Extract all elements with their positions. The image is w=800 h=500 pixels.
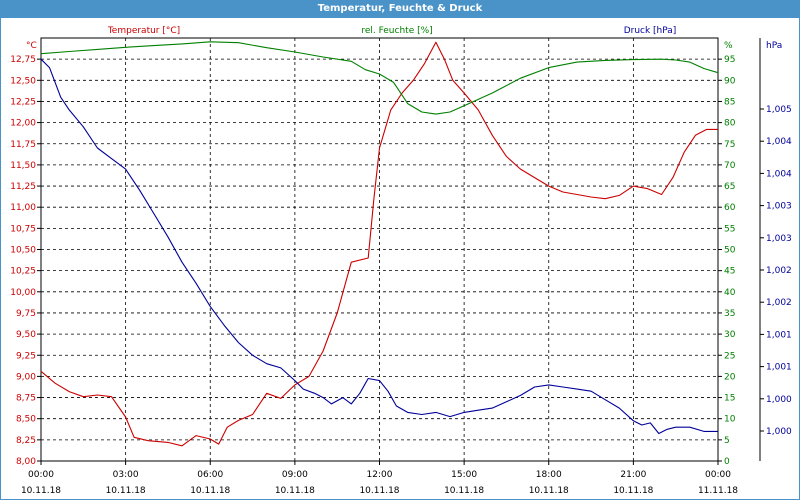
humidity-tick-label: 50 <box>724 246 736 256</box>
temperature-tick-label: 8,75 <box>16 394 36 404</box>
x-tick-time: 21:00 <box>620 470 646 480</box>
humidity-tick-label: 85 <box>724 97 735 107</box>
axes <box>37 37 764 465</box>
temperature-tick-label: 10,50 <box>10 246 36 256</box>
series-line-temperature <box>40 41 718 447</box>
humidity-tick-label: 45 <box>724 267 735 277</box>
temperature-tick-label: 8,50 <box>16 415 36 425</box>
x-tick-date: 10.11.18 <box>21 486 61 496</box>
temperature-tick-label: 12,50 <box>10 76 36 86</box>
x-tick-time: 15:00 <box>451 470 477 480</box>
x-tick-date: 11.11.18 <box>698 486 738 496</box>
humidity-tick-label: 70 <box>724 161 736 171</box>
pressure-tick-label: 1,004 <box>766 169 792 179</box>
humidity-tick-label: 15 <box>724 394 735 404</box>
pressure-unit: hPa <box>766 41 782 51</box>
legend-pressure: Druck [hPa] <box>624 26 677 36</box>
pressure-tick-label: 1,003 <box>766 202 792 212</box>
x-tick-time: 18:00 <box>536 470 562 480</box>
humidity-tick-label: 30 <box>724 330 736 340</box>
humidity-tick-label: 5 <box>724 436 730 446</box>
series-lines <box>40 41 719 447</box>
x-tick-date: 10.11.18 <box>529 486 569 496</box>
pressure-tick-label: 1,002 <box>766 298 792 308</box>
humidity-unit: % <box>724 41 733 51</box>
temperature-tick-label: 8,25 <box>16 436 36 446</box>
temperature-tick-label: 9,50 <box>16 330 36 340</box>
x-tick-date: 10.11.18 <box>613 486 653 496</box>
temperature-tick-label: 8,00 <box>16 457 36 467</box>
grid-lines <box>41 38 718 461</box>
temperature-tick-label: 11,25 <box>10 182 36 192</box>
temperature-tick-label: 11,00 <box>10 203 36 213</box>
x-tick-time: 12:00 <box>367 470 393 480</box>
pressure-tick-label: 1,000 <box>766 427 792 437</box>
humidity-tick-label: 0 <box>724 457 730 467</box>
temperature-tick-label: 12,25 <box>10 97 36 107</box>
humidity-tick-label: 55 <box>724 224 735 234</box>
temperature-tick-label: 10,00 <box>10 288 36 298</box>
humidity-tick-label: 65 <box>724 182 735 192</box>
axis-labels: 00:00 10.11.18 03:00 10.11.18 06:00 10.11.18 0… <box>10 26 792 496</box>
x-tick-time: 00:00 <box>705 470 731 480</box>
humidity-tick-label: 80 <box>724 119 736 129</box>
series-line-pressure <box>40 58 718 435</box>
pressure-tick-label: 1,000 <box>766 395 792 405</box>
chart-title: Temperatur, Feuchte & Druck <box>0 0 800 18</box>
humidity-tick-label: 90 <box>724 76 736 86</box>
temperature-tick-label: 12,00 <box>10 119 36 129</box>
pressure-tick-label: 1,005 <box>766 105 792 115</box>
x-tick-time: 03:00 <box>113 470 139 480</box>
humidity-tick-label: 95 <box>724 55 735 65</box>
temperature-tick-label: 10,75 <box>10 224 36 234</box>
temperature-tick-label: 9,25 <box>16 351 36 361</box>
x-tick-date: 10.11.18 <box>359 486 399 496</box>
temperature-tick-label: 11,75 <box>10 140 36 150</box>
legend-temperature: Temperatur [°C] <box>107 26 180 36</box>
x-tick-date: 10.11.18 <box>106 486 146 496</box>
pressure-tick-label: 1,003 <box>766 234 792 244</box>
temperature-tick-label: 9,75 <box>16 309 36 319</box>
pressure-tick-label: 1,001 <box>766 330 792 340</box>
series-line-humidity <box>40 41 719 115</box>
temperature-unit: °C <box>26 41 37 51</box>
x-tick-date: 10.11.18 <box>190 486 230 496</box>
x-tick-time: 06:00 <box>197 470 223 480</box>
humidity-tick-label: 25 <box>724 351 735 361</box>
temperature-tick-label: 12,75 <box>10 55 36 65</box>
x-tick-time: 09:00 <box>282 470 308 480</box>
temperature-tick-label: 10,25 <box>10 267 36 277</box>
x-tick-date: 10.11.18 <box>444 486 484 496</box>
legend-humidity: rel. Feuchte [%] <box>361 26 432 36</box>
humidity-tick-label: 60 <box>724 203 736 213</box>
humidity-tick-label: 10 <box>724 415 736 425</box>
humidity-tick-label: 35 <box>724 309 735 319</box>
temperature-tick-label: 11,50 <box>10 161 36 171</box>
pressure-tick-label: 1,001 <box>766 363 792 373</box>
x-tick-date: 10.11.18 <box>275 486 315 496</box>
humidity-tick-label: 75 <box>724 140 735 150</box>
x-tick-time: 00:00 <box>28 470 54 480</box>
pressure-tick-label: 1,004 <box>766 137 792 147</box>
pressure-tick-label: 1,002 <box>766 266 792 276</box>
temperature-tick-label: 9,00 <box>16 372 36 382</box>
humidity-tick-label: 40 <box>724 288 736 298</box>
humidity-tick-label: 20 <box>724 372 736 382</box>
